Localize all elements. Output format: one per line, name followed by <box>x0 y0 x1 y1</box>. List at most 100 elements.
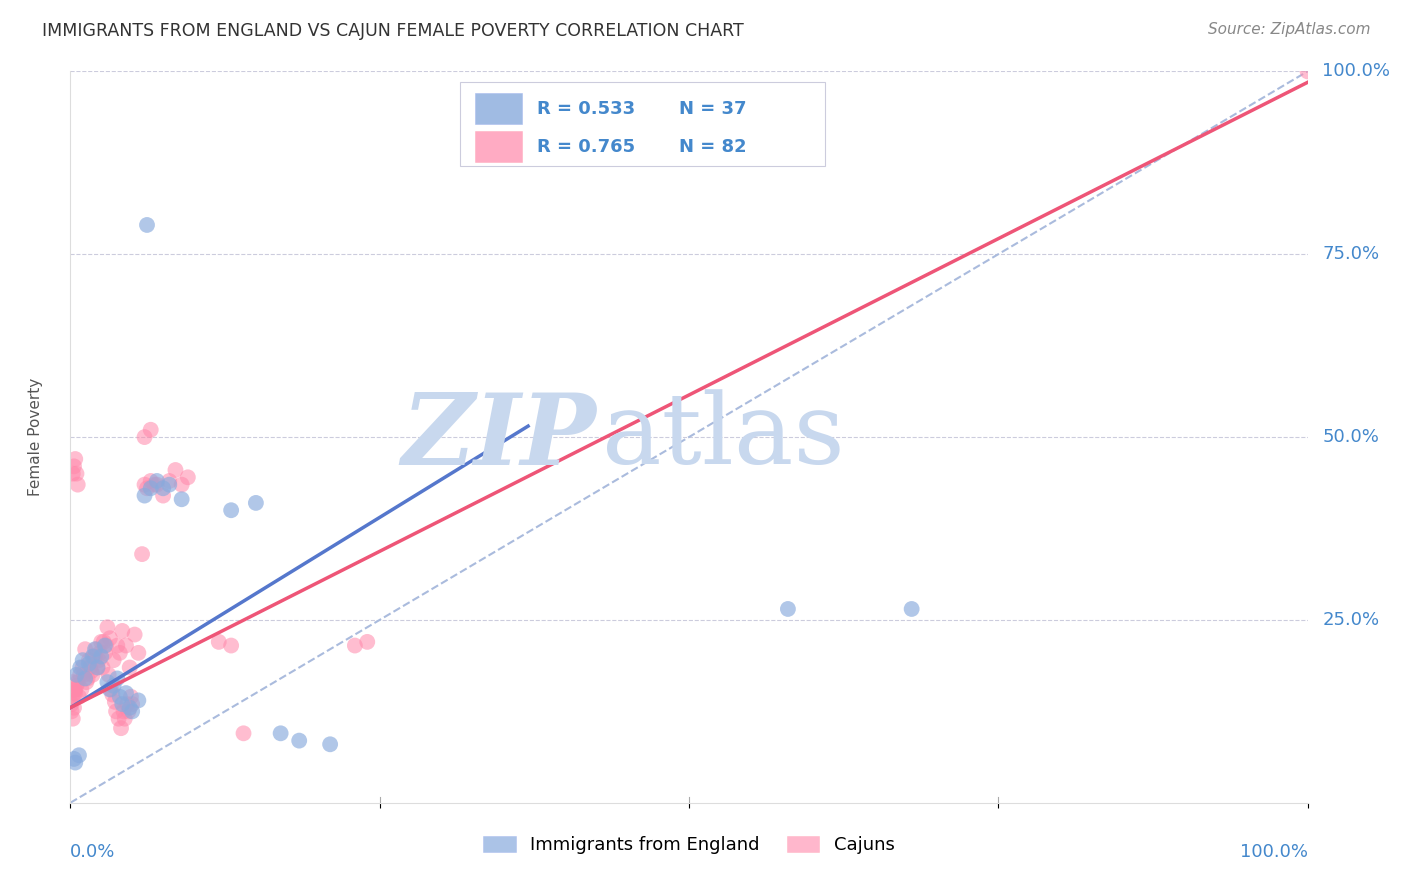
Point <box>62 712 84 726</box>
Point <box>134 430 156 444</box>
Point <box>63 682 86 697</box>
Point <box>104 695 127 709</box>
Point <box>127 646 149 660</box>
Point <box>115 639 138 653</box>
Point <box>90 649 112 664</box>
Point <box>121 705 143 719</box>
FancyBboxPatch shape <box>475 131 522 162</box>
Text: N = 37: N = 37 <box>679 100 747 118</box>
Point <box>170 492 193 507</box>
Point <box>170 477 193 491</box>
Point <box>67 690 90 704</box>
Point <box>152 481 174 495</box>
Point <box>60 697 83 711</box>
Point <box>86 660 108 674</box>
Point <box>1296 64 1319 78</box>
Point <box>103 653 125 667</box>
Point <box>343 639 366 653</box>
Text: Female Poverty: Female Poverty <box>28 378 44 496</box>
FancyBboxPatch shape <box>475 94 522 124</box>
Point <box>84 649 107 664</box>
Point <box>72 660 94 674</box>
Point <box>107 712 129 726</box>
Point <box>66 477 89 491</box>
Point <box>105 705 128 719</box>
Point <box>131 547 153 561</box>
Point <box>127 693 149 707</box>
Point <box>114 712 136 726</box>
Point <box>108 690 131 704</box>
Point <box>83 649 105 664</box>
Point <box>139 423 162 437</box>
Text: 100.0%: 100.0% <box>1240 843 1308 861</box>
Point <box>97 667 120 681</box>
Point <box>134 489 156 503</box>
Point <box>134 477 156 491</box>
Point <box>72 653 94 667</box>
Point <box>67 748 90 763</box>
Text: ZIP: ZIP <box>401 389 596 485</box>
Text: R = 0.533: R = 0.533 <box>537 100 636 118</box>
Point <box>63 686 86 700</box>
Point <box>82 667 104 681</box>
Point <box>118 660 141 674</box>
Point <box>105 672 128 686</box>
Point <box>96 639 118 653</box>
Point <box>80 664 103 678</box>
Point <box>91 660 114 674</box>
Point <box>117 705 139 719</box>
Point <box>66 675 89 690</box>
Text: 75.0%: 75.0% <box>1323 245 1379 263</box>
Point <box>65 667 87 681</box>
Point <box>103 679 125 693</box>
Point <box>356 635 378 649</box>
Point <box>900 602 922 616</box>
Text: Source: ZipAtlas.com: Source: ZipAtlas.com <box>1208 22 1371 37</box>
Text: N = 82: N = 82 <box>679 137 747 156</box>
Point <box>62 675 84 690</box>
Point <box>115 686 138 700</box>
Text: 100.0%: 100.0% <box>1323 62 1391 80</box>
Point <box>63 459 86 474</box>
Point <box>62 467 84 481</box>
Point <box>115 697 138 711</box>
Point <box>69 667 91 681</box>
Point <box>89 646 111 660</box>
Point <box>165 463 187 477</box>
Point <box>108 646 131 660</box>
Point <box>776 602 799 616</box>
Point <box>70 682 93 697</box>
Point <box>152 489 174 503</box>
Point <box>143 477 166 491</box>
Point <box>69 660 91 674</box>
Point <box>112 705 135 719</box>
Point <box>63 752 86 766</box>
Point <box>79 660 101 674</box>
Point <box>87 653 110 667</box>
Point <box>73 667 96 681</box>
Text: atlas: atlas <box>602 389 845 485</box>
Text: 0.0%: 0.0% <box>70 843 115 861</box>
Point <box>139 474 162 488</box>
Point <box>94 646 117 660</box>
Point <box>118 700 141 714</box>
Point <box>77 657 100 671</box>
Point <box>96 675 118 690</box>
Point <box>245 496 267 510</box>
Point <box>96 620 118 634</box>
Point <box>90 635 112 649</box>
Legend: Immigrants from England, Cajuns: Immigrants from England, Cajuns <box>474 827 904 863</box>
Point <box>76 672 98 686</box>
Point <box>219 639 242 653</box>
Text: IMMIGRANTS FROM ENGLAND VS CAJUN FEMALE POVERTY CORRELATION CHART: IMMIGRANTS FROM ENGLAND VS CAJUN FEMALE … <box>42 22 744 40</box>
Point <box>98 682 121 697</box>
Point <box>146 474 169 488</box>
Point <box>82 649 104 664</box>
Point <box>60 705 83 719</box>
Point <box>288 733 311 747</box>
Point <box>84 642 107 657</box>
Point <box>177 470 200 484</box>
Point <box>124 627 146 641</box>
Point <box>111 624 134 638</box>
Point <box>232 726 254 740</box>
